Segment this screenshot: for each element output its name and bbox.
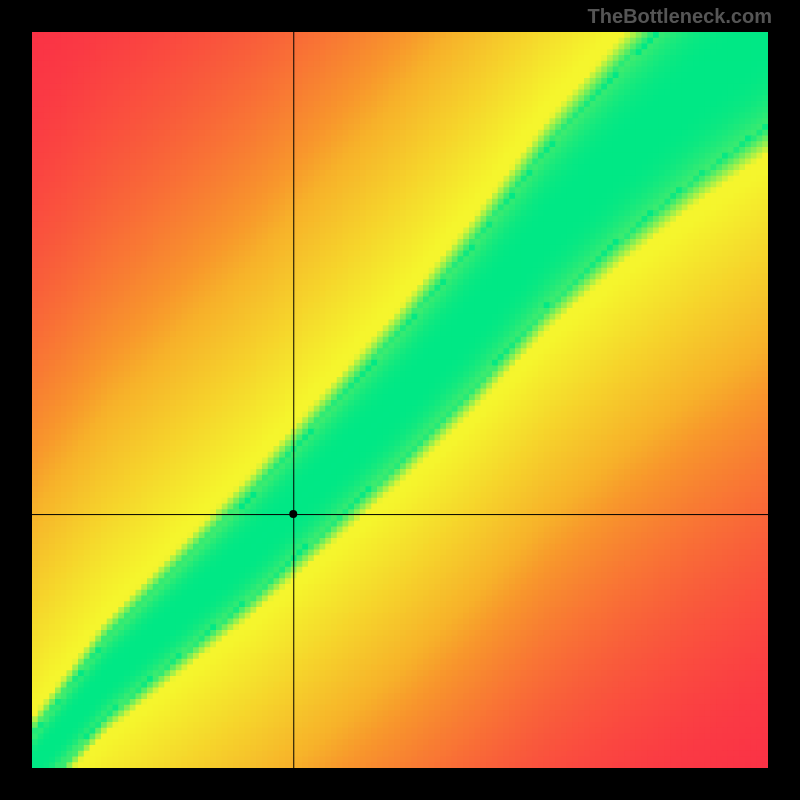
watermark-text: TheBottleneck.com bbox=[588, 6, 772, 29]
heatmap-plot bbox=[32, 32, 768, 768]
heatmap-canvas bbox=[32, 32, 768, 768]
chart-frame: TheBottleneck.com bbox=[0, 0, 800, 800]
